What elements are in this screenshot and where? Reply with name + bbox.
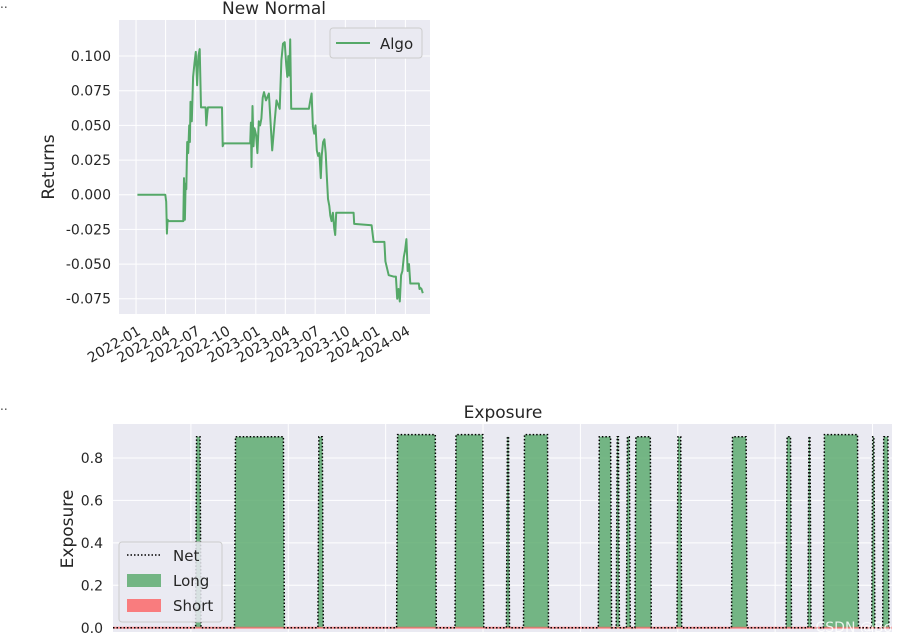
returns-legend-box [329, 27, 423, 59]
returns-chart: -0.075 -0.050 -0.025 0.000 0.025 0.050 0.075 0.… [39, 0, 430, 366]
exposure-y-tick-label: 0.8 [81, 451, 103, 467]
long-exposure-area [523, 434, 549, 628]
algo-series-line [137, 38, 424, 303]
returns-title: New Normal [222, 0, 326, 19]
returns-y-axis-label: Returns [39, 134, 59, 199]
returns-y-tick-label: 0.100 [71, 49, 111, 65]
returns-y-tick-label: 0.025 [71, 153, 111, 169]
exposure-y-axis-label: Exposure [58, 490, 78, 569]
short-legend-swatch [127, 599, 161, 612]
returns-plot-area [119, 20, 430, 314]
returns-x-ticks: 2022-012022-042022-072022-102023-012023-… [85, 323, 413, 366]
exposure-legend: Net Long Short [118, 541, 223, 623]
long-exposure-area [807, 436, 811, 628]
returns-y-tick-label: 0.000 [71, 188, 111, 204]
returns-y-tick-label: -0.050 [66, 257, 111, 273]
long-exposure-area [731, 436, 748, 628]
short-exposure-area [113, 626, 892, 629]
long-exposure-area [396, 434, 437, 628]
returns-y-tick-label: 0.075 [71, 84, 111, 100]
long-exposure-area [626, 436, 631, 628]
returns-y-ticks: -0.075 -0.050 -0.025 0.000 0.025 0.050 0.075 0.… [66, 49, 111, 308]
returns-y-tick-label: -0.075 [66, 292, 111, 308]
long-exposure-area [454, 434, 484, 628]
net-legend-label: Net [173, 547, 199, 565]
long-exposure-areas [195, 434, 889, 628]
short-legend-label: Short [173, 597, 213, 615]
algo-legend-label: Algo [380, 35, 413, 53]
exposure-y-ticks: 0.0 0.2 0.4 0.6 0.8 [81, 451, 103, 637]
exposure-y-tick-label: 0.0 [81, 621, 103, 637]
long-legend-swatch [127, 574, 161, 587]
long-exposure-area [676, 436, 682, 628]
corner-mark-middle: .. [0, 399, 8, 413]
long-exposure-area [882, 436, 889, 628]
exposure-chart: 0.0 0.2 0.4 0.6 0.8 Exposure Exposure Net Lo… [58, 403, 892, 637]
returns-legend: Algo [329, 27, 423, 59]
exposure-title: Exposure [464, 403, 543, 423]
exposure-y-tick-label: 0.2 [81, 578, 103, 594]
long-legend-label: Long [173, 572, 209, 590]
long-exposure-area [234, 436, 285, 628]
watermark: CSDN @Bony- [816, 620, 915, 636]
long-exposure-area [823, 434, 859, 628]
long-exposure-area [598, 436, 612, 628]
corner-mark-top: .. [0, 0, 8, 11]
returns-grid [119, 20, 430, 314]
exposure-y-tick-label: 0.4 [81, 536, 103, 552]
returns-y-tick-label: -0.025 [66, 222, 111, 238]
returns-y-tick-label: 0.050 [71, 118, 111, 134]
exposure-y-tick-label: 0.6 [81, 493, 103, 509]
long-exposure-area [634, 436, 652, 628]
long-exposure-area [506, 436, 510, 628]
